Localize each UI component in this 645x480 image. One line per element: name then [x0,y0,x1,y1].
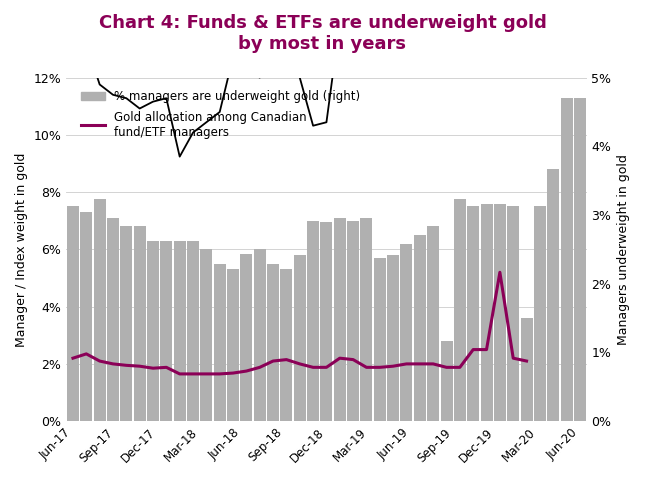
Bar [213,264,226,421]
Bar [67,206,79,421]
Bar [454,199,466,421]
Bar [427,227,439,421]
Bar [161,241,172,421]
Bar [241,253,252,421]
Bar [534,206,546,421]
Bar [281,269,292,421]
Bar [94,199,106,421]
Bar [80,212,92,421]
Bar [561,97,573,421]
Bar [321,222,332,421]
Bar [121,227,132,421]
Bar [347,221,359,421]
Bar [481,204,493,421]
Bar [107,218,119,421]
Bar [374,258,386,421]
Bar [134,227,146,421]
Bar [227,269,239,421]
Bar [494,204,506,421]
Bar [187,241,199,421]
Bar [521,318,533,421]
Bar [201,250,212,421]
Bar [174,241,186,421]
Bar [441,341,453,421]
Bar [387,255,399,421]
Bar [293,255,306,421]
Bar [507,206,519,421]
Legend: % managers are underweight gold (right), Gold allocation among Canadian
fund/ETF: % managers are underweight gold (right),… [77,87,364,142]
Bar [401,244,413,421]
Y-axis label: Manager / Index weight in gold: Manager / Index weight in gold [15,152,28,347]
Bar [333,218,346,421]
Bar [147,241,159,421]
Bar [467,206,479,421]
Y-axis label: Managers underweight in gold: Managers underweight in gold [617,154,630,345]
Bar [267,264,279,421]
Bar [574,97,586,421]
Bar [547,169,559,421]
Bar [414,235,426,421]
Bar [307,221,319,421]
Text: Chart 4: Funds & ETFs are underweight gold
by most in years: Chart 4: Funds & ETFs are underweight go… [99,14,546,53]
Bar [253,250,266,421]
Bar [361,218,372,421]
